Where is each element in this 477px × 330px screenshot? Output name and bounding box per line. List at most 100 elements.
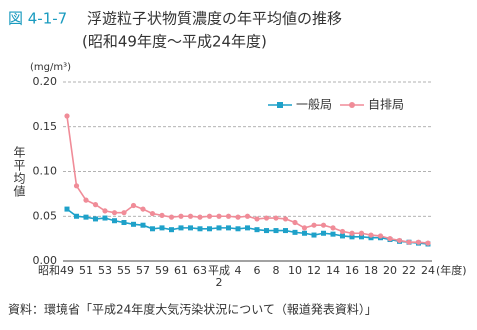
data-point (349, 230, 355, 236)
x-tick-label: 22 (402, 264, 416, 277)
data-point (245, 225, 250, 231)
x-tick-label: 8 (272, 264, 280, 277)
data-point (121, 210, 127, 216)
data-point (64, 113, 70, 119)
x-tick-label: 18 (364, 264, 378, 277)
x-tick-label: 平成2 (208, 264, 230, 289)
data-point (73, 183, 80, 189)
data-point (206, 213, 213, 219)
data-point (368, 235, 374, 241)
series-line (66, 115, 429, 244)
y-unit: (mg/m³) (30, 62, 71, 73)
data-point (368, 232, 374, 238)
data-point (178, 225, 184, 231)
x-tick-label: 20 (383, 264, 397, 277)
x-tick-label: 6 (253, 264, 261, 277)
data-point (282, 216, 289, 222)
data-point (263, 215, 270, 221)
legend-label: 自排局 (368, 98, 404, 112)
data-point (102, 208, 108, 214)
data-point (225, 213, 232, 219)
data-point (169, 227, 174, 233)
y-tick-label: 0.05 (33, 209, 58, 222)
x-tick-label: 12 (307, 264, 321, 277)
legend-marker (277, 102, 283, 108)
x-tick-label: 4 (234, 264, 242, 277)
data-point (74, 213, 79, 219)
data-point (302, 230, 307, 236)
data-point (396, 237, 403, 244)
x-tick-label: 57 (136, 264, 150, 277)
data-point (330, 225, 336, 231)
data-point (149, 210, 156, 217)
data-point (102, 215, 108, 221)
data-point (339, 228, 346, 235)
data-point (159, 212, 165, 218)
data-point (254, 227, 260, 233)
data-point (358, 230, 365, 236)
data-point (415, 239, 422, 245)
data-point (273, 228, 279, 234)
data-point (244, 213, 251, 219)
data-point (330, 231, 336, 237)
y-tick-label: 0.20 (33, 75, 58, 88)
x-tick-label: 51 (79, 264, 93, 277)
data-point (340, 233, 345, 239)
data-point (92, 202, 99, 208)
x-tick-label: 10 (288, 264, 302, 277)
x-tick-label: 61 (174, 264, 188, 277)
data-point (197, 214, 203, 220)
x-tick-label: 昭和49 (38, 264, 74, 277)
data-point (311, 222, 317, 228)
data-point (93, 216, 98, 222)
legend-label: 一般局 (296, 97, 332, 112)
x-tick-label: 16 (345, 264, 359, 277)
data-point (254, 216, 260, 222)
y-tick-label: 0.10 (33, 165, 58, 178)
y-tick-label: 0.00 (33, 254, 58, 267)
data-point (301, 225, 308, 231)
data-point (159, 225, 165, 231)
data-point (226, 225, 231, 231)
data-point (178, 213, 184, 219)
data-point (321, 230, 326, 236)
data-point (292, 219, 298, 226)
data-point (83, 214, 89, 220)
data-point (349, 234, 355, 240)
chart-title: 浮遊粒子状物質濃度の年平均値の推移 (87, 10, 342, 28)
data-point (235, 226, 241, 232)
data-point (188, 225, 193, 231)
data-point (320, 222, 327, 228)
y-tick-label: 0.15 (33, 120, 58, 133)
data-point (264, 228, 269, 234)
data-point (187, 213, 194, 219)
x-unit: (年度) (436, 263, 467, 277)
data-point (121, 220, 127, 226)
x-tick-label: 63 (193, 264, 207, 277)
data-point (131, 221, 136, 227)
x-tick-label: 59 (155, 264, 169, 277)
data-point (112, 218, 117, 224)
data-point (111, 210, 118, 216)
x-tick-label: 53 (98, 264, 112, 277)
data-point (377, 233, 384, 239)
data-point (140, 222, 146, 228)
data-point (150, 226, 155, 232)
chart-subtitle: (昭和49年度～平成24年度) (82, 33, 267, 51)
figure-number: 図 4-1-7 (8, 10, 67, 28)
data-point (168, 214, 175, 220)
data-point (130, 202, 137, 209)
data-point (207, 226, 212, 232)
data-point (64, 206, 70, 212)
source: 資料：環境省「平成24年度大気汚染状況について（報道発表資料）」 (8, 302, 377, 317)
data-point (273, 215, 279, 221)
data-point (311, 232, 317, 238)
y-axis-label: 年平均値 (12, 146, 26, 198)
data-point (216, 213, 222, 219)
data-point (406, 239, 412, 245)
data-point (140, 206, 146, 212)
x-tick-label: 24 (421, 264, 435, 277)
data-point (83, 197, 89, 203)
